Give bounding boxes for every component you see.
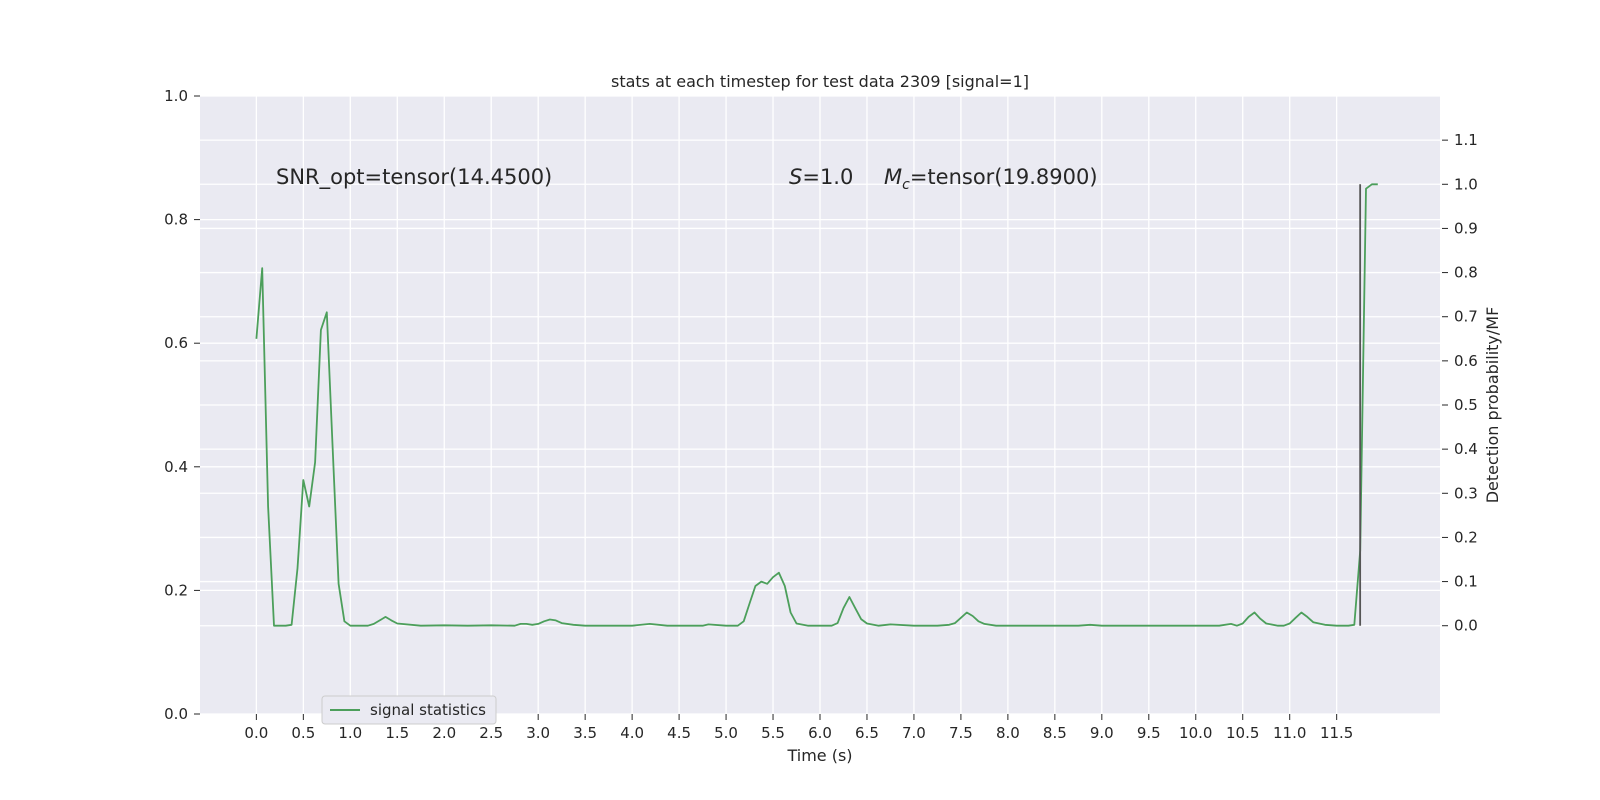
x-tick-label-3: 1.5	[385, 724, 409, 742]
x-tick-label-8: 4.0	[620, 724, 644, 742]
x-tick-label-0: 0.0	[244, 724, 268, 742]
x-tick-label-1: 0.5	[291, 724, 315, 742]
y-left-tick-label-1: 0.2	[164, 581, 188, 599]
y-right-tick-label-8: 0.8	[1454, 264, 1478, 282]
y-right-tick-label-9: 0.9	[1454, 219, 1478, 237]
x-tick-label-2: 1.0	[338, 724, 362, 742]
y-right-axis-ticks: 0.0 0.1 0.2 0.3 0.4 0.5 0.6 0.7 0.8 0.9 1.0 1.1	[1442, 131, 1478, 635]
y-right-tick-label-6: 0.6	[1454, 352, 1478, 370]
y-right-tick-label-10: 1.0	[1454, 175, 1478, 193]
y-left-tick-label-0: 0.0	[164, 705, 188, 723]
x-tick-label-17: 8.5	[1043, 724, 1067, 742]
y-right-tick-label-3: 0.3	[1454, 484, 1478, 502]
x-tick-label-19: 9.5	[1137, 724, 1161, 742]
x-axis-ticks: 0.0 0.5 1.0 1.5 2.0 2.5 3.0 3.5 4.0 4.5 5.0 5.5 6.0 6…	[244, 714, 1353, 742]
y-right-axis-label: Detection probability/MF	[1483, 307, 1502, 504]
y-left-tick-label-4: 0.8	[164, 211, 188, 229]
legend-label-signal-statistics: signal statistics	[370, 701, 486, 719]
s-symbol: S	[789, 165, 802, 189]
x-tick-label-10: 5.0	[714, 724, 738, 742]
y-right-tick-label-5: 0.5	[1454, 396, 1478, 414]
mc-annotation: Mc=tensor(19.8900)	[884, 165, 1098, 193]
x-tick-label-16: 8.0	[996, 724, 1020, 742]
s-annotation: S=1.0	[789, 165, 853, 189]
x-tick-label-11: 5.5	[761, 724, 785, 742]
y-left-tick-label-3: 0.6	[164, 334, 188, 352]
x-tick-label-22: 11.0	[1273, 724, 1306, 742]
x-tick-label-6: 3.0	[526, 724, 550, 742]
grid-lines	[200, 95, 1440, 715]
y-right-tick-label-2: 0.2	[1454, 528, 1478, 546]
legend-box	[321, 695, 497, 725]
y-left-tick-label-5: 1.0	[164, 87, 188, 105]
x-tick-label-7: 3.5	[573, 724, 597, 742]
s-value: =1.0	[802, 165, 853, 189]
y-right-tick-label-1: 0.1	[1454, 573, 1478, 591]
chart-title: stats at each timestep for test data 230…	[611, 72, 1029, 91]
series-line-0	[255, 183, 1378, 627]
y-right-tick-label-4: 0.4	[1454, 440, 1478, 458]
x-tick-label-5: 2.5	[479, 724, 503, 742]
x-tick-label-23: 11.5	[1320, 724, 1353, 742]
legend: signal statistics	[321, 695, 497, 725]
y-right-tick-label-7: 0.7	[1454, 308, 1478, 326]
y-right-tick-label-11: 1.1	[1454, 131, 1478, 149]
x-tick-label-4: 2.0	[432, 724, 456, 742]
x-tick-label-18: 9.0	[1090, 724, 1114, 742]
x-tick-label-9: 4.5	[667, 724, 691, 742]
mc-subscript: c	[902, 177, 910, 193]
x-tick-label-13: 6.5	[855, 724, 879, 742]
x-tick-label-21: 10.5	[1226, 724, 1259, 742]
x-tick-label-20: 10.0	[1179, 724, 1212, 742]
y-left-tick-label-2: 0.4	[164, 458, 188, 476]
x-tick-label-14: 7.0	[902, 724, 926, 742]
y-left-axis-ticks: 0.0 0.2 0.4 0.6 0.8 1.0	[164, 87, 200, 723]
series-layer	[255, 183, 1378, 627]
x-tick-label-12: 6.0	[808, 724, 832, 742]
x-tick-label-15: 7.5	[949, 724, 973, 742]
y-right-tick-label-0: 0.0	[1454, 617, 1478, 635]
snr-annotation: SNR_opt=tensor(14.4500)	[276, 165, 552, 190]
mc-value: =tensor(19.8900)	[910, 165, 1098, 189]
x-axis-label: Time (s)	[786, 746, 852, 765]
mc-symbol: M	[884, 165, 902, 189]
